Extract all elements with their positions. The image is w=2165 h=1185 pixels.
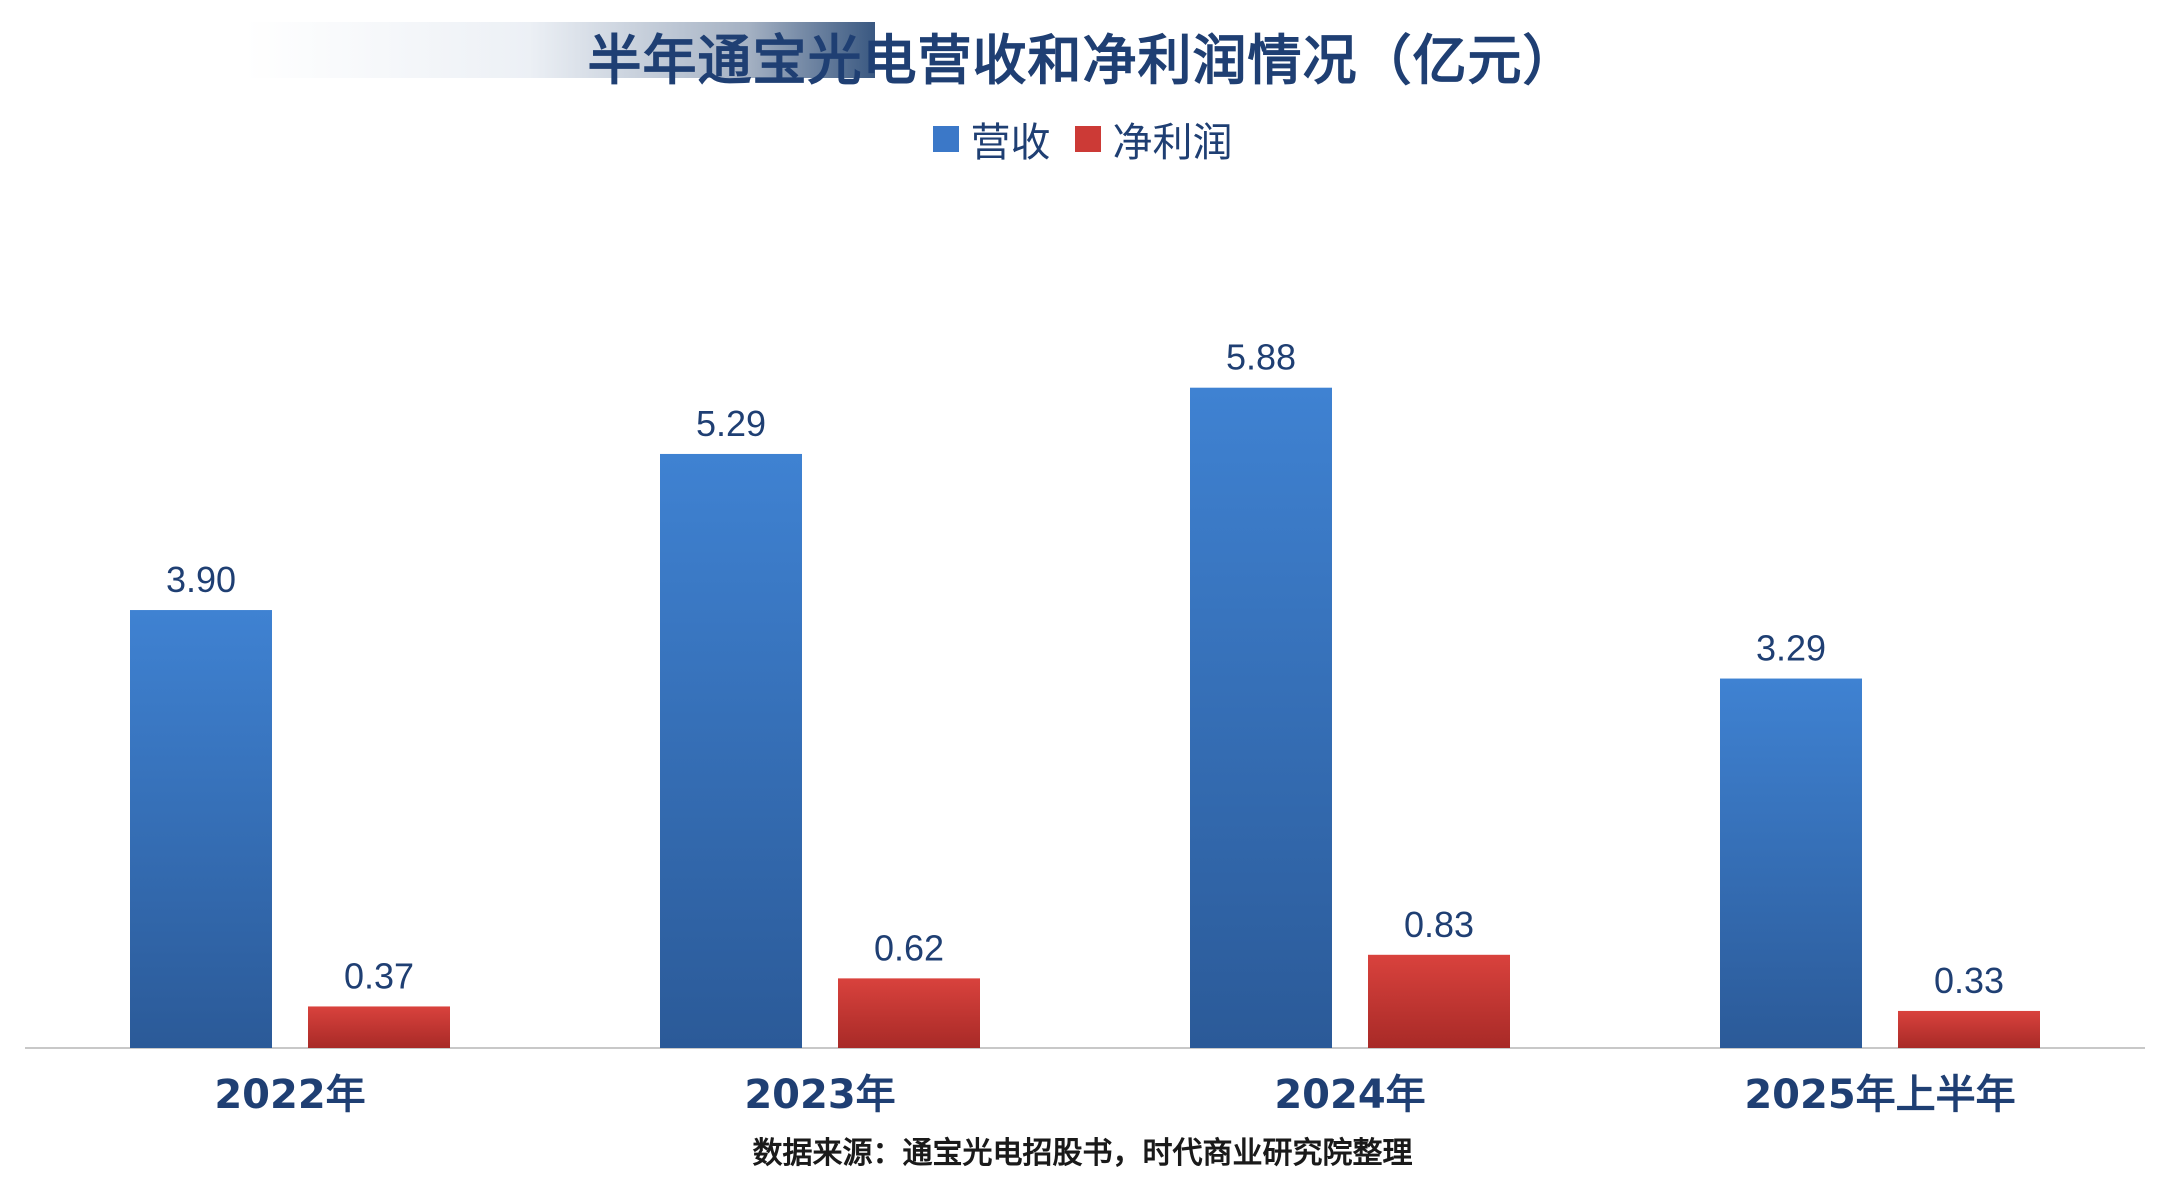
data-label-net-profit-4: 0.33 [1934,960,2004,1001]
data-source-note: 数据来源：通宝光电招股书，时代商业研究院整理 [752,1136,1413,1171]
bar-revenue-1 [130,610,272,1048]
data-label-revenue-3: 5.88 [1226,337,1296,378]
legend-swatch-net-profit [1074,126,1101,152]
x-tick-label-2: 2023年 [744,1072,895,1118]
x-tick-label-1: 2022年 [214,1072,365,1118]
bar-revenue-4 [1720,678,1862,1048]
data-label-revenue-2: 5.29 [696,403,766,444]
bar-net-profit-4 [1898,1010,2040,1048]
title-decoration [245,22,875,78]
bar-revenue-3 [1190,387,1332,1049]
legend-item-net-profit: 净利润 [1074,110,1233,168]
bar-net-profit-1 [308,1006,450,1048]
legend-label-net-profit: 净利润 [1112,120,1233,166]
bar-net-profit-3 [1368,954,1510,1048]
x-tick-label-4: 2025年上半年 [1744,1072,2015,1118]
bar-net-profit-2 [838,978,980,1048]
x-tick-label-3: 2024年 [1274,1072,1425,1118]
legend-item-revenue: 营收 [932,110,1051,168]
legend: 营收 净利润 [0,110,2165,168]
data-label-net-profit-3: 0.83 [1404,904,1474,945]
data-label-revenue-4: 3.29 [1756,628,1826,669]
data-label-net-profit-2: 0.62 [874,927,944,968]
legend-swatch-revenue [932,126,959,152]
chart-title: 半年通宝光电营收和净利润情况（亿元） [587,29,1578,92]
data-label-revenue-1: 3.90 [166,559,236,600]
bar-revenue-2 [660,453,802,1048]
data-label-net-profit-1: 0.37 [344,955,414,996]
legend-label-revenue: 营收 [970,120,1051,166]
